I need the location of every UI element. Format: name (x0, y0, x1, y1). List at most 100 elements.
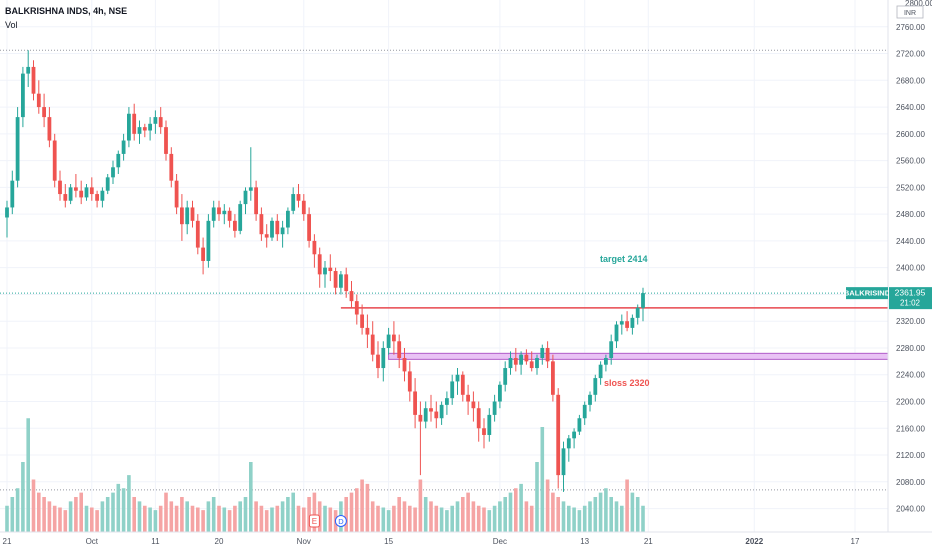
candle-body (508, 358, 513, 369)
candle-body (74, 187, 78, 191)
candle-body (365, 327, 370, 335)
price-tick-label: 2240.00 (896, 371, 925, 380)
volume-bar (582, 505, 587, 532)
candle-body (413, 391, 417, 415)
volume-bar (561, 501, 566, 532)
candle-body (445, 398, 449, 405)
volume-bar (180, 497, 184, 532)
candle-body (185, 207, 190, 225)
volume-bar (37, 492, 41, 532)
earnings-event-label: E (312, 517, 317, 526)
volume-bar (280, 501, 285, 532)
candle-body (402, 358, 407, 372)
candle-body (476, 408, 481, 429)
volume-bar (74, 497, 78, 532)
price-tick-label: 2520.00 (896, 183, 925, 192)
volume-bar (323, 505, 327, 532)
candle-body (238, 204, 243, 231)
candle-body (42, 107, 46, 118)
volume-bar (206, 501, 211, 532)
price-tick-label: 2080.00 (896, 478, 925, 487)
price-tick-label: 2720.00 (896, 50, 925, 59)
volume-bar (349, 492, 354, 532)
volume-bar (614, 501, 619, 532)
target-annotation: target 2414 (600, 254, 648, 264)
candle-body (439, 404, 444, 419)
price-tick-label: 2320.00 (896, 317, 925, 326)
volume-bar (201, 510, 205, 532)
candle-body (360, 314, 364, 328)
time-axis[interactable]: 21Oct1120Nov15Dec1321202217Feb14 (3, 537, 932, 546)
volume-bar (68, 501, 73, 532)
volume-bar (439, 507, 444, 532)
candle-body (344, 274, 349, 292)
volume-bar (153, 510, 158, 532)
candle-body (217, 207, 221, 215)
volume-bar (121, 488, 126, 532)
candle-body (275, 220, 280, 235)
candle-body (105, 177, 110, 191)
volume-bar (143, 505, 147, 532)
plot-area[interactable] (0, 0, 888, 532)
candle-body (169, 153, 174, 181)
candle-body (58, 180, 62, 195)
candle-body (254, 187, 258, 215)
volume-bar (609, 497, 613, 532)
price-axis[interactable]: 2040.00 2080.00 2120.00 2160.00 2200.00 2240.… (896, 23, 925, 514)
dividend-event-label: D (338, 517, 344, 526)
candle-body (211, 207, 216, 221)
volume-bar (625, 479, 629, 532)
volume-bar (471, 501, 476, 532)
candle-body (195, 220, 200, 248)
volume-bar (365, 483, 370, 532)
candle-body (286, 210, 290, 228)
price-tick-label: 2440.00 (896, 237, 925, 246)
candle-body (222, 210, 227, 215)
volume-bar (450, 505, 454, 532)
price-levels (0, 49, 889, 491)
volume-bar (270, 507, 274, 532)
candle-body (227, 210, 232, 221)
earnings-event-marker (308, 514, 320, 528)
volume-bar (360, 479, 364, 532)
volume-bar (588, 501, 592, 532)
volume-bar (286, 497, 290, 532)
candle-body (434, 411, 439, 419)
candle-body (328, 267, 333, 272)
candle-body (158, 117, 163, 128)
candle-body (604, 358, 608, 365)
candle-body (21, 73, 25, 118)
volume-bar (211, 497, 216, 532)
candle-body (127, 113, 131, 141)
candle-body (100, 190, 105, 201)
volume-bar (635, 497, 640, 532)
candle-body (397, 341, 402, 359)
candle-body (84, 187, 89, 198)
volume-bar (243, 497, 248, 532)
candle-body (482, 428, 486, 435)
volume-bar (466, 492, 470, 532)
candle-body (540, 347, 545, 359)
candle-body (609, 341, 614, 359)
currency-label: INR (904, 10, 916, 17)
candle-body (349, 291, 354, 302)
volume-bar (137, 501, 142, 532)
candle-body (551, 361, 555, 395)
symbol-badge-label: BALKRISIND (844, 289, 891, 298)
candle-body (625, 321, 629, 328)
volume-bar (641, 505, 645, 532)
candle-body (619, 321, 624, 325)
volume-bar (84, 505, 89, 532)
volume-bar (26, 418, 30, 532)
volume-bar (355, 488, 359, 532)
currency-box[interactable] (896, 5, 924, 19)
candle-body (121, 140, 126, 154)
candle-body (513, 358, 518, 365)
candle-body (95, 194, 99, 201)
volume-bar (392, 505, 396, 532)
volume-bar (408, 505, 412, 532)
candle-body (153, 117, 158, 124)
candles (5, 50, 645, 492)
